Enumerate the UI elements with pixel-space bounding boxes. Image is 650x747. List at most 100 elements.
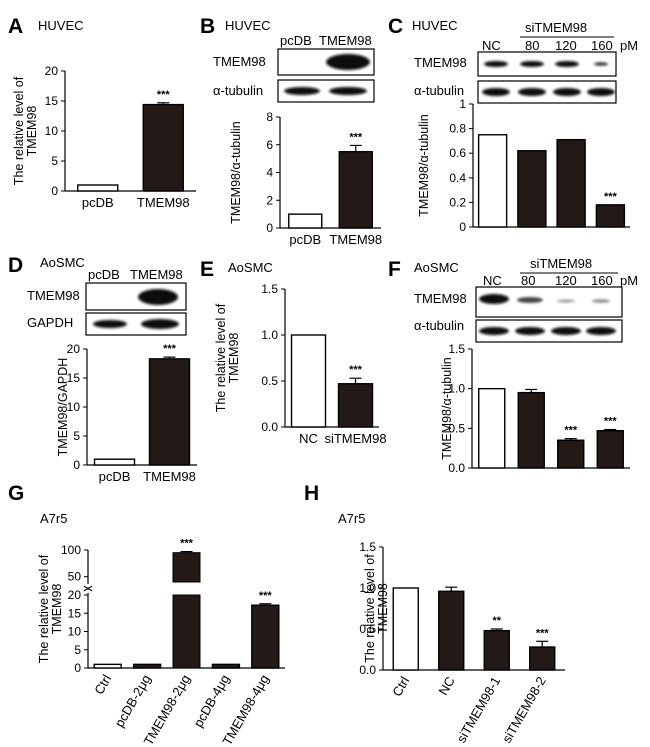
x-tick-label: pcDB <box>99 469 131 484</box>
significance-label: *** <box>536 627 550 639</box>
y-tick-label: 20 <box>45 64 59 78</box>
cell-line-F: AoSMC <box>414 260 459 275</box>
y-axis-label: TMEM98/α-tubulin <box>440 357 454 459</box>
panel-letter-F: F <box>388 258 401 281</box>
bar <box>77 184 119 192</box>
y-axis-label: TMEM98 <box>25 106 39 157</box>
blot-F-lane-1: NC <box>483 273 502 288</box>
y-tick-label: 1.5 <box>261 282 278 296</box>
x-tick-label: Ctrl <box>389 674 412 699</box>
blot-F-row-1: TMEM98 <box>414 291 467 306</box>
blot-F-band <box>592 299 610 303</box>
y-tick-label: 0.6 <box>449 146 466 160</box>
y-tick-label: 50 <box>68 570 82 584</box>
chart-panel-G: 0 5 10 15 20 50 100 The relative level of TMEM98… <box>37 538 285 747</box>
y-tick-label: 0.0 <box>261 420 278 434</box>
blot-C-group: siTMEM98 <box>525 20 587 35</box>
blot-C-lane-2: 80 <box>525 38 539 53</box>
y-axis-label: TMEM98/α-tubulin <box>417 114 431 216</box>
y-tick-label: 2 <box>266 193 273 207</box>
y-tick-label: 10 <box>45 124 59 138</box>
blot-D-row-2: GAPDH <box>27 315 73 330</box>
blot-B-lane-2: TMEM98 <box>319 33 372 48</box>
blot-F-unit: pM <box>620 273 638 288</box>
x-tick-label: TMEM98 <box>137 195 190 210</box>
blot-C-frame-1 <box>477 51 617 77</box>
bar <box>517 391 545 469</box>
blot-C-band <box>555 61 579 67</box>
y-axis-label: TMEM98/α-tubulin <box>229 121 243 223</box>
y-axis-label: TMEM98 <box>376 583 390 634</box>
bar <box>148 358 191 466</box>
blot-D-band <box>93 320 127 328</box>
cell-line-H: A7r5 <box>338 511 365 526</box>
y-tick-label: 5 <box>51 154 58 168</box>
y-tick-label: 1.5 <box>448 342 465 356</box>
y-tick-label: 10 <box>68 625 82 639</box>
blot-B-row-1: TMEM98 <box>213 54 266 69</box>
blot-C-band <box>553 88 581 96</box>
blot-F-row-2: α-tubulin <box>414 318 464 333</box>
significance-label: *** <box>604 191 618 203</box>
blot-C: siTMEM98 NC 80 120 160 pM TMEM98 α-tubul… <box>414 20 638 104</box>
blot-B-band <box>284 87 320 95</box>
blot-C-unit: pM <box>620 38 638 53</box>
blot-B-frame-2 <box>277 79 375 103</box>
axis-break-mark <box>83 585 93 589</box>
y-tick-label: 0.8 <box>449 122 466 136</box>
y-tick-label: 0.0 <box>359 663 376 677</box>
significance-label: *** <box>564 425 578 437</box>
significance-label: *** <box>349 364 363 376</box>
blot-F-band <box>479 294 509 304</box>
panel-letter-C: C <box>388 15 403 38</box>
cell-line-B: HUVEC <box>225 18 271 33</box>
y-axis-label: The relative level of <box>363 554 377 663</box>
significance-label: *** <box>259 590 273 602</box>
bar <box>438 590 465 671</box>
blot-C-row-1: TMEM98 <box>414 55 467 70</box>
y-tick-label: 15 <box>67 371 81 385</box>
blot-F-group: siTMEM98 <box>530 256 592 271</box>
blot-C-band <box>518 88 546 96</box>
x-tick-label: siTMEM98-1 <box>454 674 504 745</box>
x-tick-label: TMEM98 <box>143 469 196 484</box>
significance-label: *** <box>349 131 363 143</box>
blot-D-row-1: TMEM98 <box>27 288 80 303</box>
blot-F-band <box>557 299 575 303</box>
y-tick-label: 0 <box>266 221 273 235</box>
y-tick-label: 1.0 <box>448 382 465 396</box>
bar <box>477 134 508 228</box>
bar <box>529 646 556 671</box>
bar <box>337 383 374 428</box>
y-tick-label: 0.5 <box>359 622 376 636</box>
axis-break-mark <box>83 588 93 592</box>
cell-line-A: HUVEC <box>38 18 84 33</box>
blot-C-lane-3: 120 <box>555 38 577 53</box>
significance-label: *** <box>180 538 194 550</box>
y-tick-label: 20 <box>67 342 81 356</box>
bar <box>93 663 122 669</box>
bar <box>132 663 162 669</box>
blot-C-band <box>484 61 508 67</box>
bar <box>595 204 626 228</box>
y-tick-label: 8 <box>266 110 273 124</box>
bar <box>172 552 201 583</box>
panel-letter-G: G <box>8 482 24 505</box>
bar <box>517 150 547 228</box>
blot-D-band <box>141 319 179 329</box>
blot-D-lane-2: TMEM98 <box>130 267 183 282</box>
bar <box>557 439 585 469</box>
bar <box>483 629 510 671</box>
cell-line-G: A7r5 <box>40 511 67 526</box>
blot-F-lane-3: 120 <box>555 273 577 288</box>
panel-letter-H: H <box>304 482 319 505</box>
blot-B-row-2: α-tubulin <box>213 83 263 98</box>
x-tick-label: pcDB-4μg <box>190 672 232 730</box>
x-tick-label: Ctrl <box>91 672 114 697</box>
y-tick-label: 0.5 <box>448 421 465 435</box>
blot-D: pcDB TMEM98 TMEM98 GAPDH <box>27 267 187 336</box>
